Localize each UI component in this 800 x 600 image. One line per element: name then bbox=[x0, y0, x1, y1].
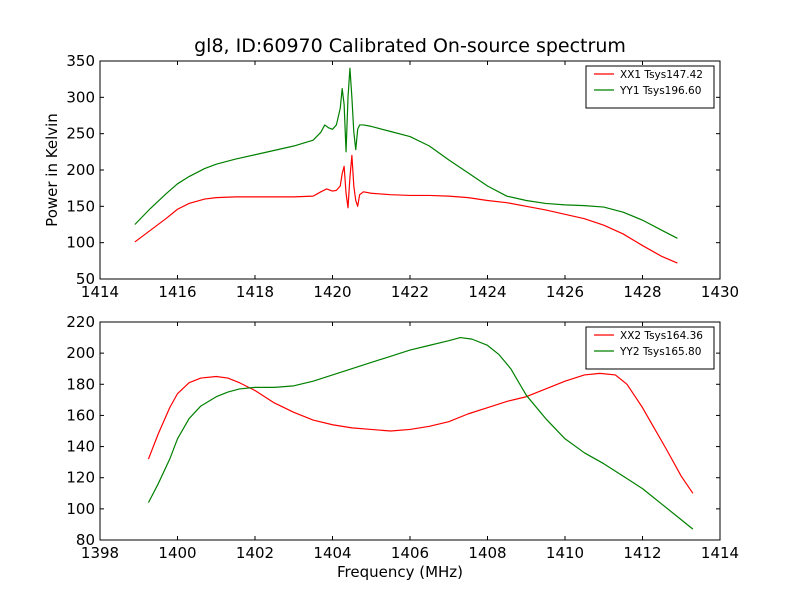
p0-series-line-1 bbox=[134, 67, 678, 239]
p1-y-tick-label-5: 180 bbox=[66, 375, 95, 393]
p0-legend-entry-1: YY1 Tsys196.60 bbox=[619, 85, 701, 97]
p0-x-tick-label-6: 1426 bbox=[546, 283, 584, 301]
top-panel: 1414 1416 1418 1420 1422 1424 1426 1428 1430 50 10… bbox=[43, 52, 739, 301]
p1-x-tick-label-8: 1414 bbox=[701, 544, 739, 562]
p0-y-axis-label: Power in Kelvin bbox=[43, 113, 61, 227]
p1-x-tick-label-7: 1412 bbox=[623, 544, 661, 562]
p1-y-tick-label-7: 220 bbox=[66, 313, 95, 331]
p1-legend-entry-0: XX2 Tsys164.36 bbox=[620, 330, 703, 342]
p1-legend-box bbox=[585, 326, 715, 370]
p1-x-tick-label-0: 1398 bbox=[81, 544, 119, 562]
p1-series-line-1 bbox=[147, 336, 694, 530]
p1-x-axis-label: Frequency (MHz) bbox=[337, 563, 463, 581]
p1-x-tick-label-1: 1400 bbox=[158, 544, 196, 562]
p1-x-tick-label-4: 1406 bbox=[391, 544, 429, 562]
p1-y-tick-label-1: 100 bbox=[66, 500, 95, 518]
p1-legend-entry-1: YY2 Tsys165.80 bbox=[619, 346, 701, 358]
p0-x-tick-label-0: 1414 bbox=[81, 283, 119, 301]
p1-series-line-0 bbox=[147, 372, 694, 494]
p0-y-tick-label-1: 100 bbox=[66, 234, 95, 252]
p1-y-tick-label-4: 160 bbox=[66, 406, 95, 424]
p0-y-tick-label-6: 350 bbox=[66, 52, 95, 70]
p0-y-tick-label-4: 250 bbox=[66, 125, 95, 143]
p0-y-tick-label-3: 200 bbox=[66, 161, 95, 179]
p1-x-tick-label-6: 1410 bbox=[546, 544, 584, 562]
p0-legend-box bbox=[585, 65, 715, 109]
p1-x-tick-label-2: 1402 bbox=[236, 544, 274, 562]
p0-y-tick-label-5: 300 bbox=[66, 88, 95, 106]
p0-y-tick-label-2: 150 bbox=[66, 197, 95, 215]
p0-legend-entry-0: XX1 Tsys147.42 bbox=[620, 69, 703, 81]
bottom-panel: 1398 1400 1402 1404 1406 1408 1410 1412 1414 80 10… bbox=[66, 313, 739, 581]
p0-x-tick-label-8: 1430 bbox=[701, 283, 739, 301]
p0-y-tick-label-0: 50 bbox=[76, 270, 95, 288]
p1-y-tick-label-2: 120 bbox=[66, 469, 95, 487]
p0-series-line-0 bbox=[134, 154, 678, 264]
p0-x-tick-label-4: 1422 bbox=[391, 283, 429, 301]
chart-title: gl8, ID:60970 Calibrated On-source spect… bbox=[194, 35, 626, 57]
p0-x-tick-label-7: 1428 bbox=[623, 283, 661, 301]
p1-y-tick-label-6: 200 bbox=[66, 344, 95, 362]
p0-x-tick-label-3: 1420 bbox=[313, 283, 351, 301]
p0-x-tick-label-5: 1424 bbox=[468, 283, 506, 301]
p0-x-tick-label-2: 1418 bbox=[236, 283, 274, 301]
p1-x-tick-label-3: 1404 bbox=[313, 544, 351, 562]
p0-x-tick-label-1: 1416 bbox=[158, 283, 196, 301]
p1-y-tick-label-3: 140 bbox=[66, 438, 95, 456]
p1-x-tick-label-5: 1408 bbox=[468, 544, 506, 562]
p1-y-tick-label-0: 80 bbox=[76, 531, 95, 549]
